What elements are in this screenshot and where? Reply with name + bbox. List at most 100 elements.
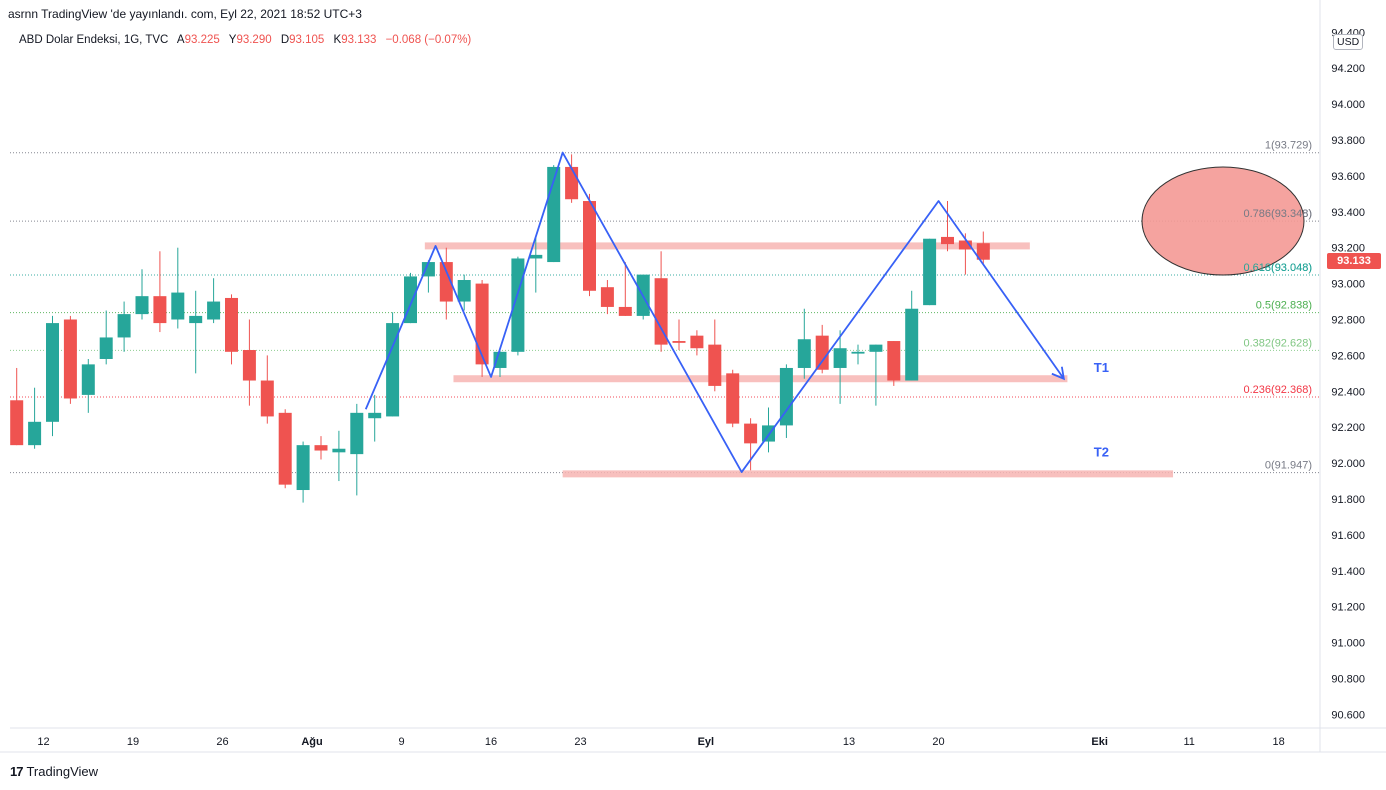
candle-body: [439, 262, 453, 302]
candle-body: [744, 423, 758, 444]
arrow-head-icon: [1051, 366, 1066, 381]
candle-body: [726, 373, 740, 424]
candle-body: [117, 314, 131, 338]
pattern-drawing-layer: T1 T2 0.786(93.348) 0.618(93.048): [364, 151, 1313, 473]
high-label: Y: [228, 34, 237, 46]
x-tick-label: 9: [398, 736, 404, 748]
fib-level-label: 0.382(92.628): [1244, 337, 1313, 349]
candle-body: [135, 296, 149, 315]
candle-body: [833, 348, 847, 368]
x-tick-label: 16: [485, 736, 497, 748]
y-tick-label: 91.600: [1331, 530, 1365, 542]
upper-resistance-zone: [424, 242, 1030, 250]
candle-body: [618, 306, 632, 316]
y-tick-label: 91.800: [1331, 494, 1365, 506]
current-price-tag: 93.133: [1327, 253, 1381, 269]
low-label: D: [280, 34, 290, 46]
candle-body: [475, 283, 489, 365]
x-tick-label: 18: [1273, 736, 1285, 748]
x-tick-label: 23: [574, 736, 586, 748]
candle-body: [421, 262, 435, 277]
candle-body: [81, 364, 95, 395]
candle-body: [672, 341, 686, 343]
middle-support-zone: [453, 375, 1068, 383]
y-tick-label: 92.800: [1331, 315, 1365, 327]
fib-level-label-overlay: 0.786(93.348): [1244, 208, 1313, 220]
candle-body: [797, 339, 811, 368]
candle-body: [600, 287, 614, 307]
candle-body: [976, 243, 990, 260]
open-label: A: [176, 34, 185, 46]
fib-level-label: 1(93.729): [1265, 140, 1312, 152]
y-tick-label: 90.600: [1331, 709, 1365, 721]
candle-body: [332, 448, 346, 453]
candle-body: [368, 412, 382, 419]
x-tick-label: Eki: [1091, 736, 1108, 748]
candle-body: [654, 278, 668, 345]
y-tick-label: 94.200: [1331, 63, 1365, 75]
candle-body: [923, 238, 937, 306]
candle-body: [583, 201, 596, 291]
candle-body: [260, 380, 274, 417]
symbol-legend: ABD Dolar Endeksi, 1G, TVC A93.225 Y93.2…: [19, 34, 471, 46]
tradingview-footer[interactable]: 17 TradingView: [10, 764, 98, 779]
candle-body: [189, 315, 203, 324]
candle-body: [529, 254, 543, 259]
candle-body: [28, 421, 42, 446]
publisher-caption: asrnn TradingView 'de yayınlandı. com, E…: [8, 7, 362, 21]
axes-layer: 90.600 90.800 91.000 91.200 91.400 91.600 91.8…: [0, 0, 1386, 753]
target-label: T2: [1094, 444, 1109, 459]
candle-body: [941, 236, 954, 245]
candle-body: [46, 323, 59, 422]
x-tick-label: Eyl: [698, 736, 715, 748]
candle-body: [457, 280, 471, 302]
candle-body: [887, 341, 901, 381]
fib-level-label: 0(91.947): [1265, 460, 1312, 472]
change-value: −0.068 (−0.07%): [385, 34, 472, 46]
candle-body: [171, 292, 185, 320]
pattern-zigzag-line: [364, 151, 1065, 473]
y-tick-label: 91.000: [1331, 638, 1365, 650]
x-tick-label: 26: [216, 736, 228, 748]
y-tick-label: 92.600: [1331, 350, 1365, 362]
candle-body: [708, 344, 722, 386]
candle-body: [779, 367, 793, 426]
x-tick-label: 11: [1183, 736, 1194, 748]
y-tick-label: 93.400: [1331, 207, 1365, 219]
candle-body: [10, 400, 24, 446]
x-tick-label: 12: [37, 736, 49, 748]
highlight-ellipse: [1141, 166, 1305, 276]
y-tick-label: 93.600: [1331, 171, 1365, 183]
candle-body: [851, 351, 865, 354]
x-tick-label: Ağu: [301, 736, 322, 748]
candle-body: [63, 319, 77, 399]
candle-body: [207, 301, 221, 320]
high-value: 93.290: [236, 34, 272, 46]
y-tick-label: 90.800: [1331, 674, 1365, 686]
y-tick-label: 92.400: [1331, 386, 1365, 398]
candle-body: [958, 240, 972, 250]
support-resistance-zones: [424, 242, 1174, 478]
low-value: 93.105: [289, 34, 325, 46]
candle-body: [242, 350, 256, 381]
y-tick-label: 94.000: [1331, 99, 1365, 111]
candle-body: [153, 296, 167, 324]
candle-body: [493, 351, 507, 368]
y-tick-label: 91.200: [1331, 602, 1365, 614]
close-label: K: [333, 34, 342, 46]
fib-level-label: 0.5(92.838): [1256, 300, 1312, 312]
fib-level-label: 0.236(92.368): [1244, 384, 1313, 396]
candle-body: [386, 323, 400, 417]
candle-body: [278, 412, 292, 485]
symbol-name: ABD Dolar Endeksi, 1G, TVC: [19, 34, 169, 46]
candle-body: [905, 308, 919, 381]
close-value: 93.133: [341, 34, 377, 46]
currency-badge[interactable]: USD: [1333, 34, 1364, 50]
candle-body: [690, 335, 704, 349]
target-label: T1: [1094, 360, 1109, 375]
y-tick-label: 93.200: [1331, 243, 1365, 255]
open-value: 93.225: [184, 34, 220, 46]
y-tick-label: 91.400: [1331, 566, 1365, 578]
x-tick-label: 13: [843, 736, 855, 748]
